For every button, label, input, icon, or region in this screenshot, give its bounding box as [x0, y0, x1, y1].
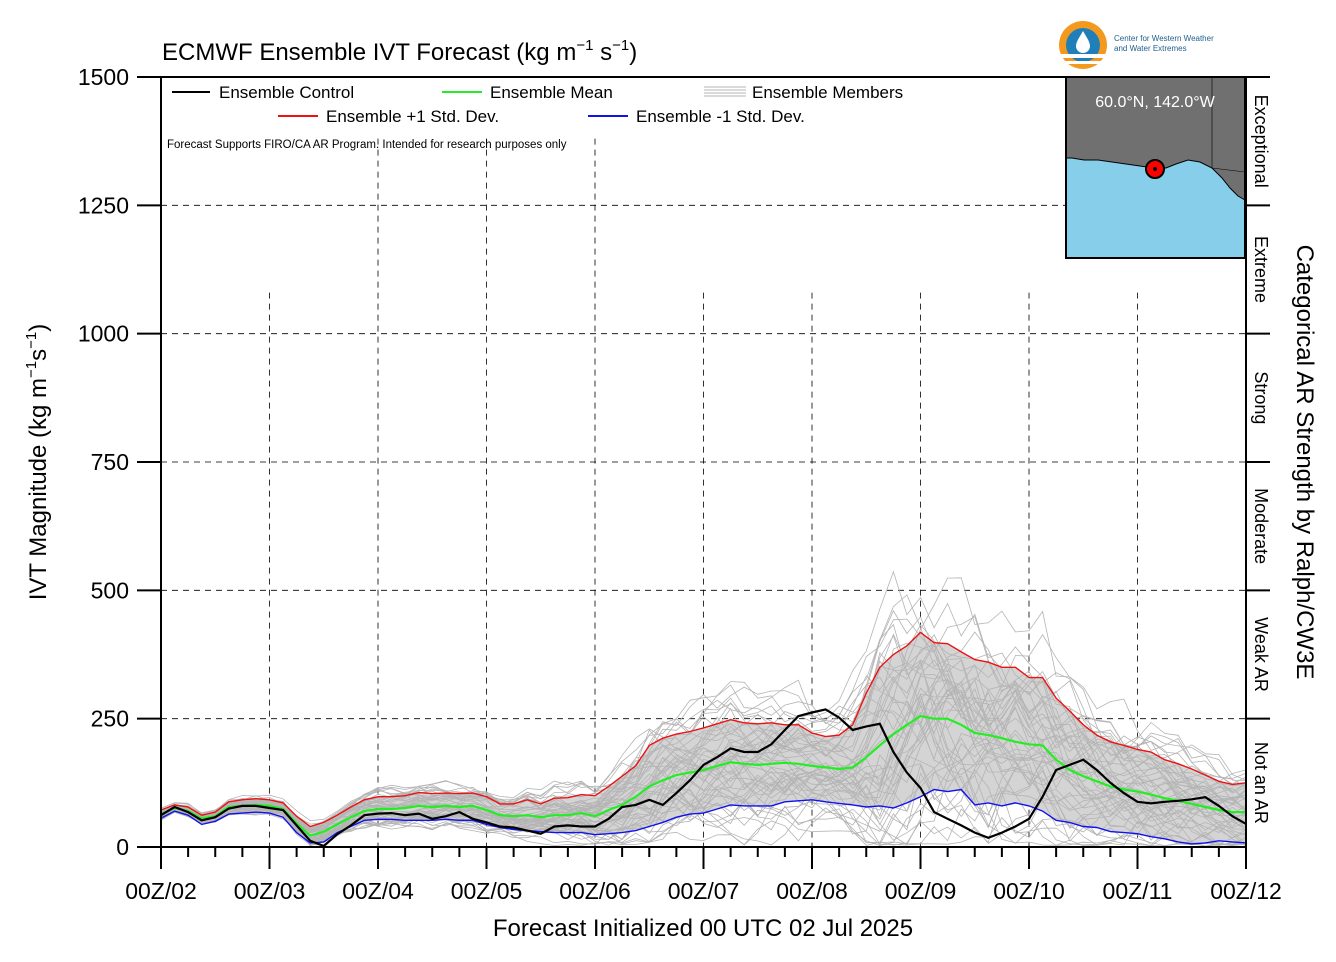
legend-members-label: Ensemble Members	[752, 83, 903, 102]
legend-plus-std-label: Ensemble +1 Std. Dev.	[326, 107, 499, 126]
ensemble-member-line	[160, 646, 1247, 837]
ensemble-member-line	[160, 733, 1247, 842]
logo-drop-icon	[1076, 31, 1090, 53]
series-lines	[160, 631, 1247, 848]
ensemble-member-line	[160, 658, 1247, 845]
x-axis-label: Forecast Initialized 00 UTC 02 Jul 2025	[493, 915, 913, 942]
ensemble-member-line	[160, 691, 1247, 833]
legend-control-label: Ensemble Control	[219, 83, 354, 102]
cw3e-logo: Center for Western Weather and Water Ext…	[1059, 21, 1214, 69]
logo-text-line1: Center for Western Weather	[1114, 34, 1214, 43]
category-label: Moderate	[1251, 488, 1271, 564]
y-tick-label: 750	[91, 449, 129, 475]
legend-minus-std-label: Ensemble -1 Std. Dev.	[636, 107, 805, 126]
x-tick-label: 00Z/12	[1210, 878, 1282, 904]
ensemble-member-line	[160, 712, 1247, 846]
x-tick-label: 00Z/04	[342, 878, 414, 904]
y-axis-label: IVT Magnitude (kg m−1s−1)	[23, 324, 52, 601]
ensemble-member-line	[160, 745, 1247, 847]
ensemble-member-line	[160, 570, 1247, 827]
inset-location-label: 60.0°N, 142.0°W	[1095, 94, 1215, 111]
x-tick-label: 00Z/02	[125, 878, 197, 904]
logo-text-line2: and Water Extremes	[1114, 44, 1187, 53]
ensemble-member-line	[160, 674, 1247, 845]
y-tick-label: 250	[91, 706, 129, 732]
x-tick-label: 00Z/11	[1103, 878, 1173, 904]
legend-note: Forecast Supports FIRO/CA AR Program. In…	[167, 139, 567, 151]
ensemble-member-line	[160, 624, 1247, 832]
inset-map: 60.0°N, 142.0°W	[1065, 76, 1246, 259]
ensemble-1-std-dev-line	[160, 631, 1247, 828]
x-tick-label: 00Z/08	[776, 878, 848, 904]
category-label: Weak AR	[1251, 617, 1271, 692]
right-axis-label: Categorical AR Strength by Ralph/CW3E	[1291, 245, 1318, 680]
x-tick-label: 00Z/05	[451, 878, 523, 904]
x-tick-label: 00Z/03	[234, 878, 306, 904]
y-tick-label: 1250	[78, 192, 129, 218]
inset-land	[1065, 76, 1246, 201]
x-tick-label: 00Z/06	[559, 878, 631, 904]
x-tick-label: 00Z/09	[885, 878, 957, 904]
x-tick-label: 00Z/10	[993, 878, 1065, 904]
axes: 0 250 500 750 1000 1250 1500 00Z/02 00Z/03 00Z/04…	[78, 64, 1282, 904]
legend: Ensemble Control Ensemble Mean Ensemble …	[167, 83, 903, 151]
category-label: Not an AR	[1251, 742, 1271, 824]
y-tick-label: 1500	[78, 64, 129, 90]
x-tick-label: 00Z/07	[668, 878, 740, 904]
category-label: Strong	[1251, 371, 1271, 424]
ensemble-control-line	[160, 708, 1247, 848]
y-tick-label: 1000	[78, 321, 129, 347]
legend-mean-label: Ensemble Mean	[490, 83, 613, 102]
legend-members-swatch	[704, 86, 746, 97]
y-tick-label: 0	[116, 834, 129, 860]
y-tick-label: 500	[91, 577, 129, 603]
chart-title: ECMWF Ensemble IVT Forecast (kg m−1 s−1)	[162, 37, 637, 66]
category-label: Exceptional	[1251, 95, 1271, 188]
ensemble-member-line	[160, 704, 1247, 846]
ensemble-member-line	[160, 673, 1247, 832]
category-label: Extreme	[1251, 236, 1271, 303]
